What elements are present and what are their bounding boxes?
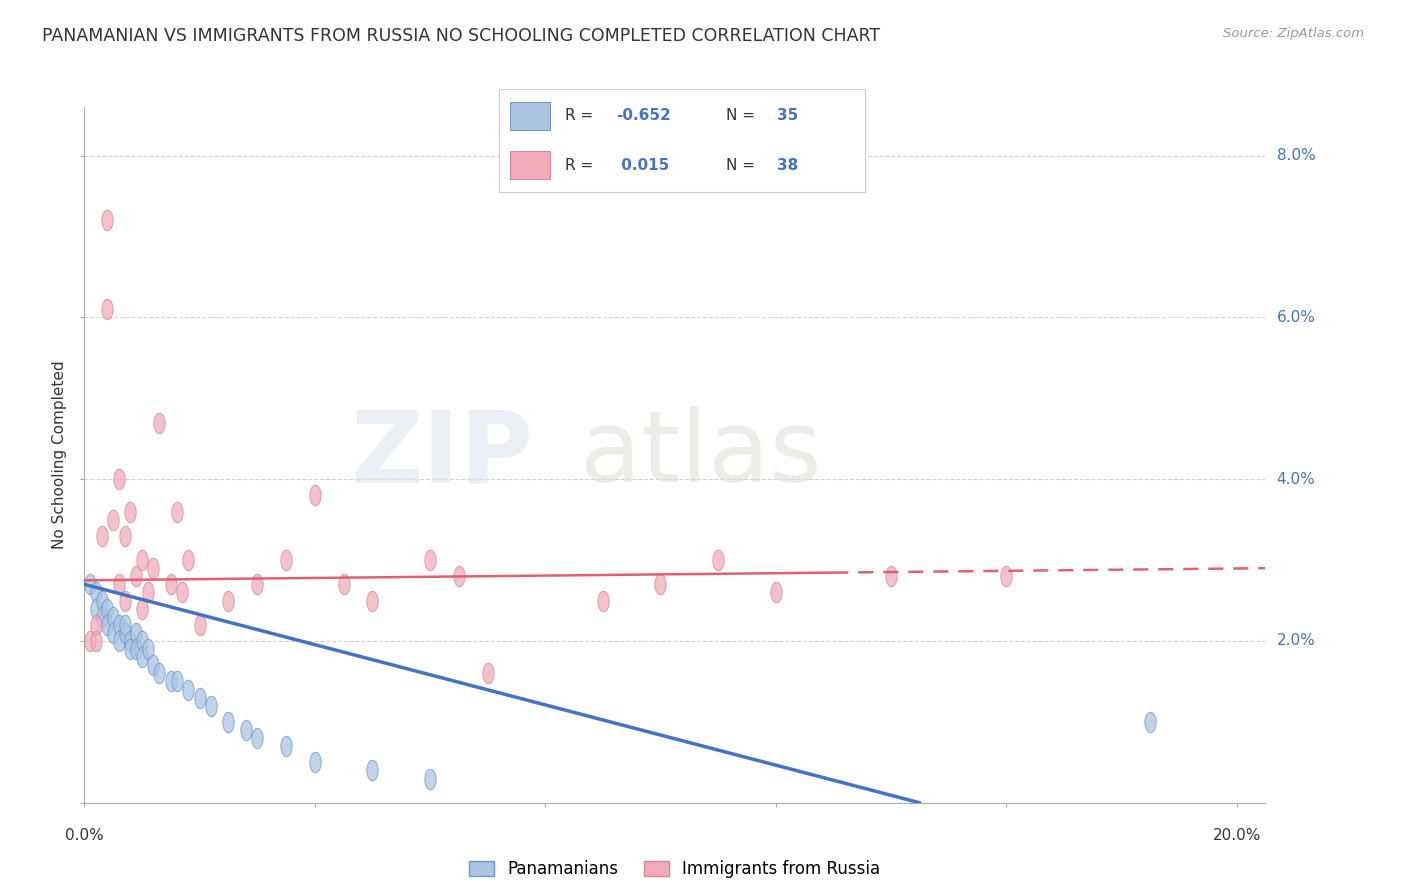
Point [131, 601, 153, 615]
Text: 8.0%: 8.0% [1277, 148, 1315, 163]
Point [995, 569, 1018, 583]
Point [84, 634, 107, 648]
Point [96, 617, 118, 632]
Point [159, 674, 181, 689]
Text: 0.0%: 0.0% [65, 828, 104, 843]
Text: R =: R = [565, 108, 598, 123]
Point [274, 553, 297, 567]
Point [108, 634, 131, 648]
FancyBboxPatch shape [510, 151, 550, 179]
Text: 20.0%: 20.0% [1212, 828, 1261, 843]
Point [148, 416, 170, 430]
Text: N =: N = [725, 158, 759, 173]
Text: PANAMANIAN VS IMMIGRANTS FROM RUSSIA NO SCHOOLING COMPLETED CORRELATION CHART: PANAMANIAN VS IMMIGRANTS FROM RUSSIA NO … [42, 27, 880, 45]
Point [136, 642, 159, 657]
Point [148, 666, 170, 681]
Point [90, 609, 112, 624]
Point [125, 569, 148, 583]
Point [765, 585, 787, 599]
Point [159, 577, 181, 591]
Point [361, 764, 384, 778]
Point [166, 504, 188, 518]
Point [131, 553, 153, 567]
Point [142, 561, 165, 575]
Point [235, 723, 257, 737]
Point [79, 577, 101, 591]
Point [79, 634, 101, 648]
Point [419, 772, 441, 786]
Point [246, 731, 269, 745]
Text: N =: N = [725, 108, 759, 123]
Point [108, 577, 131, 591]
Point [120, 634, 142, 648]
Y-axis label: No Schooling Completed: No Schooling Completed [52, 360, 67, 549]
Point [114, 617, 136, 632]
Point [101, 513, 124, 527]
Point [217, 714, 239, 729]
Point [131, 634, 153, 648]
Text: 2.0%: 2.0% [1277, 633, 1315, 648]
Point [101, 609, 124, 624]
Point [477, 666, 499, 681]
Point [84, 617, 107, 632]
Point [125, 626, 148, 640]
Point [136, 585, 159, 599]
Point [108, 472, 131, 486]
Point [114, 626, 136, 640]
Point [166, 674, 188, 689]
Point [880, 569, 903, 583]
Point [108, 617, 131, 632]
Point [332, 577, 354, 591]
Text: 35: 35 [778, 108, 799, 123]
Point [120, 642, 142, 657]
Text: -0.652: -0.652 [616, 108, 671, 123]
Text: atlas: atlas [581, 407, 823, 503]
Point [707, 553, 730, 567]
Point [304, 756, 326, 770]
Point [1139, 714, 1161, 729]
Point [274, 739, 297, 754]
Point [114, 529, 136, 543]
Point [84, 601, 107, 615]
Point [84, 585, 107, 599]
Point [447, 569, 470, 583]
Point [90, 593, 112, 607]
Text: 38: 38 [778, 158, 799, 173]
Point [592, 593, 614, 607]
Point [114, 593, 136, 607]
Point [188, 617, 211, 632]
Text: Source: ZipAtlas.com: Source: ZipAtlas.com [1223, 27, 1364, 40]
Legend: Panamanians, Immigrants from Russia: Panamanians, Immigrants from Russia [463, 854, 887, 885]
Point [200, 698, 222, 713]
Text: 0.015: 0.015 [616, 158, 669, 173]
Point [125, 642, 148, 657]
FancyBboxPatch shape [510, 102, 550, 130]
Text: R =: R = [565, 158, 598, 173]
Text: 6.0%: 6.0% [1277, 310, 1316, 325]
Point [96, 601, 118, 615]
Point [96, 213, 118, 227]
Point [177, 553, 200, 567]
Point [101, 626, 124, 640]
Point [304, 488, 326, 502]
Point [361, 593, 384, 607]
Point [172, 585, 194, 599]
Text: ZIP: ZIP [350, 407, 533, 503]
Point [188, 690, 211, 705]
Text: 4.0%: 4.0% [1277, 472, 1315, 487]
Point [120, 504, 142, 518]
Point [90, 529, 112, 543]
Point [177, 682, 200, 697]
Point [650, 577, 672, 591]
Point [419, 553, 441, 567]
Point [217, 593, 239, 607]
Point [246, 577, 269, 591]
Point [142, 658, 165, 673]
Point [96, 302, 118, 317]
Point [131, 650, 153, 665]
